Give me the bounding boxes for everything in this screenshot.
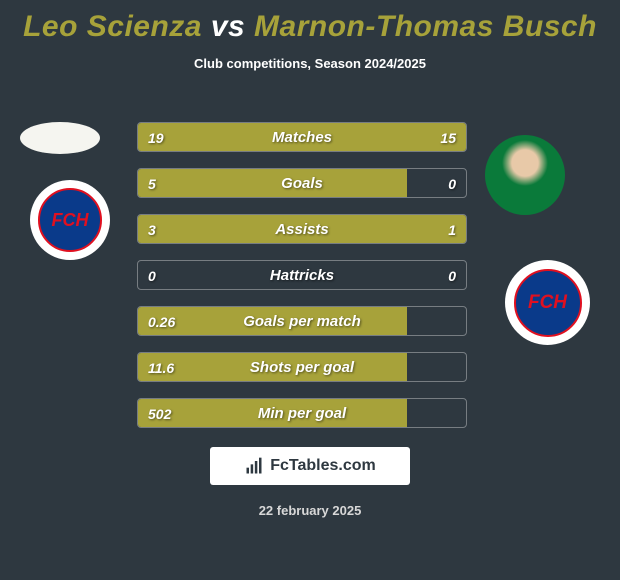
stat-value-right: 0	[448, 169, 456, 198]
date-text: 22 february 2025	[0, 503, 620, 518]
chart-icon	[244, 456, 264, 476]
comparison-title: Leo Scienza vs Marnon-Thomas Busch	[0, 0, 620, 44]
stat-value-right: 0	[448, 261, 456, 290]
player1-club-badge: FCH	[30, 180, 110, 260]
stat-row: 0.26Goals per match	[137, 306, 467, 336]
stat-label: Matches	[138, 123, 466, 152]
stat-label: Goals	[138, 169, 466, 198]
club-badge-text: FCH	[514, 269, 582, 337]
branding-text: FcTables.com	[270, 457, 376, 475]
player2-avatar	[485, 135, 565, 215]
stat-label: Goals per match	[138, 307, 466, 336]
stat-row: 11.6Shots per goal	[137, 352, 467, 382]
stat-row: 3Assists1	[137, 214, 467, 244]
stat-row: 502Min per goal	[137, 398, 467, 428]
stat-label: Shots per goal	[138, 353, 466, 382]
stats-container: 19Matches155Goals03Assists10Hattricks00.…	[137, 122, 467, 444]
player2-club-badge: FCH	[505, 260, 590, 345]
stat-row: 5Goals0	[137, 168, 467, 198]
stat-value-right: 15	[440, 123, 456, 152]
player2-name: Marnon-Thomas Busch	[254, 10, 597, 43]
stat-label: Assists	[138, 215, 466, 244]
stat-label: Min per goal	[138, 399, 466, 428]
stat-row: 0Hattricks0	[137, 260, 467, 290]
branding-badge: FcTables.com	[210, 447, 410, 485]
player1-avatar	[20, 122, 100, 154]
club-badge-text: FCH	[38, 188, 102, 252]
stat-value-right: 1	[448, 215, 456, 244]
subtitle: Club competitions, Season 2024/2025	[0, 56, 620, 71]
stat-row: 19Matches15	[137, 122, 467, 152]
vs-text: vs	[211, 10, 245, 43]
stat-label: Hattricks	[138, 261, 466, 290]
player1-name: Leo Scienza	[23, 10, 202, 43]
